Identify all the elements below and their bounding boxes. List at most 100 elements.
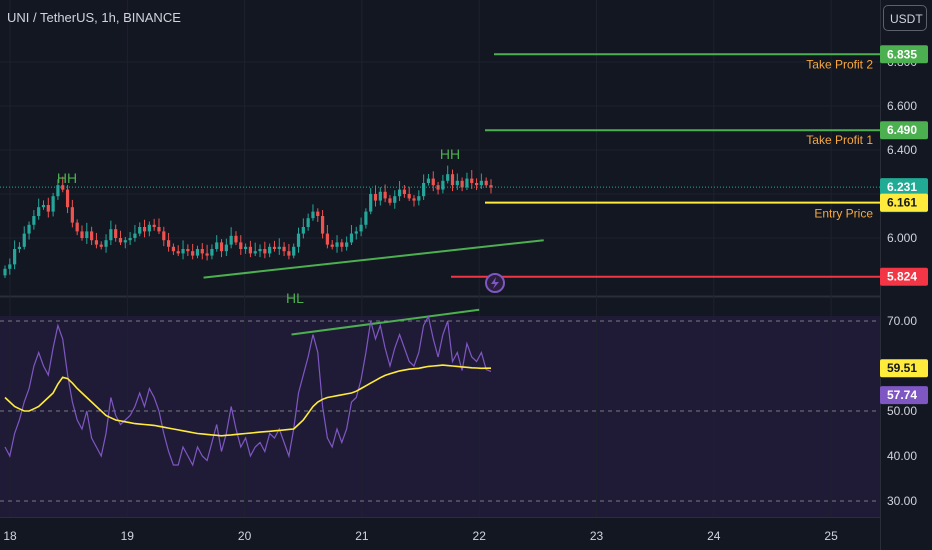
candle [426,173,431,186]
candle-body [114,229,118,238]
price-tick-label: 6.000 [887,231,917,245]
entry-price-tag: 6.161 [887,196,917,210]
candle-body [186,249,190,252]
candle [296,227,301,253]
candle [263,241,267,259]
candle-body [359,224,363,232]
candle-body [378,191,382,201]
candle-body [215,242,219,249]
candle [191,243,195,260]
candle [359,217,363,237]
candle [287,243,291,260]
candle-body [176,251,180,254]
candle [224,238,228,257]
candle-body [85,231,89,238]
candle [268,243,272,258]
candle [171,243,176,255]
candle [373,185,378,207]
price-tick-label: 6.600 [887,99,917,113]
candle-body [75,222,79,232]
candle [128,232,132,246]
price-trendline [203,239,544,279]
candle-body [70,207,74,223]
candle [17,242,22,253]
candle-body [138,227,142,234]
candle-body [195,249,200,256]
stop-tag-bg [880,267,928,286]
candle-body [417,196,421,201]
candle [364,208,368,229]
candle [46,197,50,218]
candle-body [441,180,445,190]
candle [219,239,224,258]
candle [388,195,392,206]
candle-body [335,242,339,247]
trade-line-name: Take Profit 2 [806,57,873,71]
candle-body [277,246,281,249]
candle [431,171,435,192]
candle-body [296,233,301,247]
candle [345,236,349,251]
time-tick-label: 24 [707,529,721,543]
candle-body [99,244,103,247]
candle [301,218,305,239]
candle [181,240,185,260]
candle [152,218,156,231]
candle-body [407,194,411,199]
candle-body [229,235,233,245]
candle [306,213,310,231]
candle [32,210,36,230]
candle [90,226,94,246]
candle-body [369,194,373,212]
candle [70,199,74,228]
candle [41,200,46,210]
pattern-label: HH [440,146,460,162]
candle-body [426,178,431,183]
rsi-tick-label: 40.00 [887,449,917,463]
candle [484,177,488,188]
candles [3,165,493,279]
candle-body [292,246,296,256]
candle [412,195,416,207]
candle [13,240,17,270]
candle [417,190,421,206]
candle-body [104,240,108,247]
candle-body [268,246,272,254]
candle [133,225,137,242]
candle-body [388,198,392,203]
candle [369,188,373,215]
candle-body [94,240,99,245]
candle-body [142,227,147,232]
take-profit-2-tag: 6.835 [887,47,917,61]
currency-button[interactable]: USDT [883,5,927,31]
candle-body [484,180,488,186]
candle-body [80,231,84,238]
stop-tag: 5.824 [887,270,917,284]
rsi-value-tag-bg [880,386,928,405]
candle-body [133,233,137,238]
candle [474,178,479,191]
candle-body [340,242,344,247]
candle-body [272,246,277,249]
candle-body [90,231,94,241]
candle [75,219,79,236]
candle-body [465,178,469,188]
candle [104,234,108,253]
candle-body [123,240,127,243]
candle-body [147,224,151,232]
candle-body [349,233,354,243]
candle-body [219,242,224,252]
candle [80,225,84,241]
candle-body [3,268,7,276]
candle-body [234,235,238,243]
candle-body [200,249,204,254]
candle-body [470,178,474,183]
rsi-value-tag: 57.74 [887,388,917,402]
candle [22,226,26,250]
candle [200,243,204,260]
candle [123,236,127,249]
candle-body [282,246,286,252]
candle-body [61,185,65,190]
candle [248,240,253,258]
